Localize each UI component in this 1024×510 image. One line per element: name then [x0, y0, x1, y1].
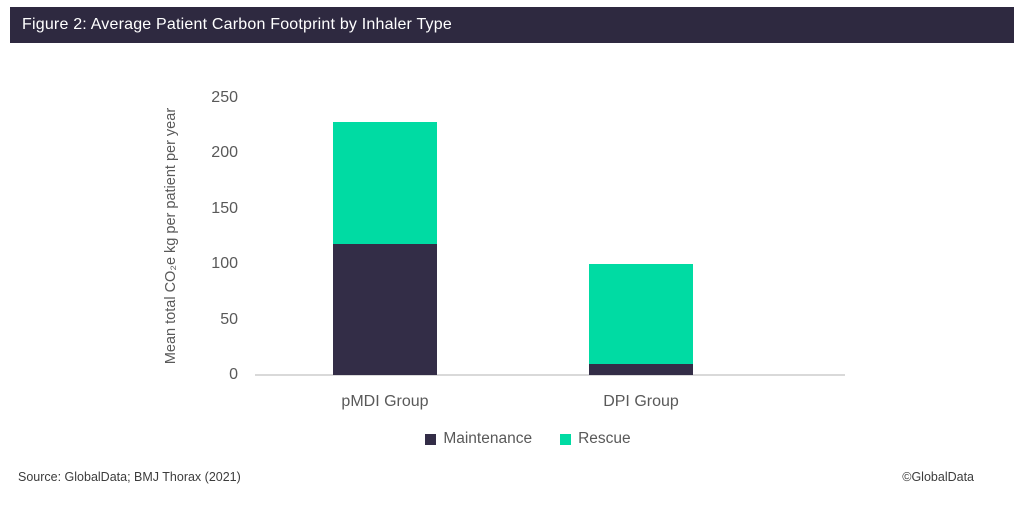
legend-label: Rescue	[578, 430, 631, 447]
legend-item-rescue: Rescue	[560, 430, 631, 448]
legend: Maintenance Rescue	[16, 430, 1024, 448]
category-label: pMDI Group	[341, 393, 429, 410]
legend-swatch-icon	[425, 433, 437, 445]
x-axis-line	[255, 374, 845, 376]
bar-segment-maintenance	[333, 244, 437, 375]
bar-segment-maintenance	[589, 363, 693, 375]
figure-title: Figure 2: Average Patient Carbon Footpri…	[22, 16, 452, 33]
y-tick-label: 0	[229, 366, 238, 383]
y-tick-label: 250	[211, 89, 238, 106]
bar-segment-rescue	[333, 122, 437, 245]
y-tick-label: 100	[211, 255, 238, 273]
legend-swatch-icon	[560, 433, 572, 445]
source-note: Source: GlobalData; BMJ Thorax (2021)	[18, 470, 241, 484]
bar-segment-rescue	[589, 264, 693, 364]
figure-title-bar: Figure 2: Average Patient Carbon Footpri…	[10, 7, 1014, 43]
y-tick-label: 200	[211, 144, 238, 162]
y-tick-label: 50	[220, 310, 238, 328]
legend-label: Maintenance	[443, 430, 533, 447]
y-tick-label: 150	[211, 199, 238, 217]
legend-item-maintenance: Maintenance	[425, 430, 532, 448]
y-axis-ticks: 0 50 100 150 200 250	[150, 89, 238, 383]
copyright-note: ©GlobalData	[902, 470, 974, 484]
plot-area	[255, 98, 845, 376]
category-label: DPI Group	[603, 393, 679, 410]
